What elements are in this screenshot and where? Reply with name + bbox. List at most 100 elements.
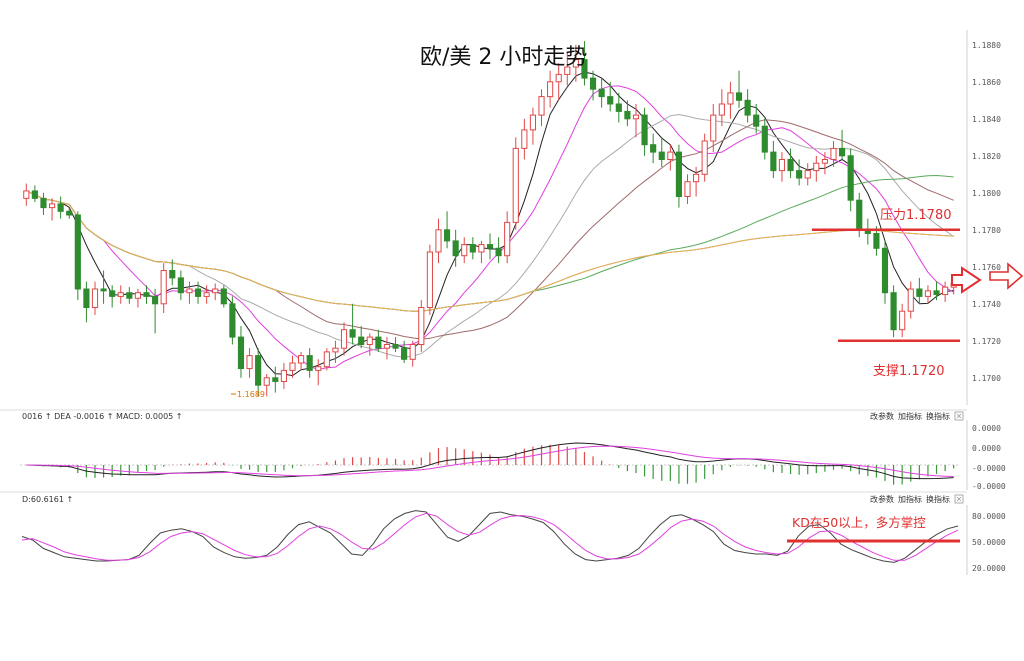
- candle: [358, 326, 365, 349]
- candle: [916, 277, 923, 304]
- candle: [907, 281, 914, 319]
- candle: [667, 144, 674, 171]
- candle: [529, 107, 537, 145]
- candle: [298, 351, 305, 371]
- candle: [942, 281, 949, 302]
- switch-indicator-button[interactable]: 换指标: [926, 411, 950, 421]
- candle: [349, 303, 356, 345]
- candle: [521, 118, 528, 160]
- candle: [847, 148, 854, 212]
- candle: [126, 287, 133, 304]
- candle: [100, 270, 107, 304]
- candle: [375, 329, 382, 352]
- candle: [57, 196, 64, 219]
- candle: [701, 133, 708, 182]
- price-tick-labels: 1.1880 1.1860 1.1840 1.1820 1.1800 1.1780 1.17…: [972, 41, 1001, 383]
- candle: [48, 198, 56, 221]
- candle: [598, 78, 605, 108]
- candlesticks: [23, 41, 957, 397]
- candle: [152, 289, 159, 334]
- candle: [572, 44, 579, 82]
- candle: [813, 155, 820, 182]
- candle: [693, 166, 700, 197]
- candle: [401, 340, 408, 363]
- low-price-label: 1.1689: [237, 390, 265, 399]
- candle: [727, 81, 734, 119]
- price-tick-label: 1.1880: [972, 41, 1001, 50]
- price-tick-label: 1.1740: [972, 300, 1001, 309]
- change-params-button[interactable]: 改参数: [870, 494, 894, 504]
- candle: [581, 41, 588, 86]
- candle: [899, 303, 906, 338]
- kd-tick: 50.0000: [972, 538, 1006, 547]
- candle: [134, 289, 142, 308]
- macd-panel: 0016 ↑ DEA -0.0016 ↑ MACD: 0.0005 ↑ 改参数 …: [0, 409, 1006, 491]
- add-indicator-button[interactable]: 加指标: [898, 494, 922, 504]
- candle: [452, 229, 459, 267]
- candle: [306, 348, 313, 378]
- candle: [624, 100, 631, 127]
- candle: [194, 281, 202, 304]
- candle: [838, 129, 846, 160]
- candle: [220, 285, 227, 308]
- candle: [710, 104, 717, 153]
- candle: [169, 259, 176, 286]
- price-tick-label: 1.1800: [972, 189, 1001, 198]
- candle: [547, 70, 554, 108]
- ma-line-ma10: [26, 85, 954, 371]
- right-arrow-icon: [951, 266, 982, 294]
- candle: [538, 89, 545, 127]
- price-tick-label: 1.1760: [972, 263, 1001, 272]
- chart-title: 欧/美 2 小时走势: [420, 45, 587, 70]
- candle: [109, 285, 116, 308]
- close-icon-stroke: [956, 413, 962, 419]
- candle: [675, 144, 682, 208]
- candle: [787, 148, 794, 178]
- candle: [589, 70, 597, 101]
- price-tick-label: 1.1860: [972, 78, 1001, 87]
- kd-panel: D:60.6161 ↑ 改参数 加指标 换指标 80.0000 50.0000 …: [0, 491, 1006, 575]
- candle: [426, 244, 433, 315]
- support-label: 支撑1.1720: [873, 364, 945, 379]
- candle: [272, 366, 279, 393]
- candle: [684, 174, 691, 204]
- candle: [315, 359, 322, 386]
- change-params-button[interactable]: 改参数: [870, 411, 894, 421]
- candle: [23, 183, 30, 206]
- candle: [323, 348, 330, 371]
- candle: [753, 104, 760, 134]
- macd-tick: 0.0000: [972, 444, 1001, 453]
- candle: [796, 159, 803, 186]
- candle: [203, 285, 210, 304]
- candle: [409, 340, 416, 367]
- candle: [83, 281, 90, 323]
- candle: [495, 237, 502, 264]
- macd-header: 0016 ↑ DEA -0.0016 ↑ MACD: 0.0005 ↑: [22, 412, 183, 421]
- candle: [366, 333, 373, 356]
- candle: [263, 374, 270, 397]
- candle: [332, 340, 339, 363]
- candle: [229, 296, 236, 345]
- candle: [607, 81, 614, 112]
- candle: [890, 285, 897, 338]
- candle: [881, 240, 889, 304]
- price-tick-label: 1.1700: [972, 374, 1001, 383]
- add-indicator-button[interactable]: 加指标: [898, 411, 922, 421]
- candle: [40, 192, 47, 215]
- candle: [74, 211, 81, 301]
- switch-indicator-button[interactable]: 换指标: [926, 494, 950, 504]
- macd-tick: -0.0000: [972, 482, 1006, 491]
- candle: [212, 283, 219, 301]
- candle: [555, 63, 562, 101]
- candle: [641, 107, 648, 156]
- candle: [186, 281, 193, 304]
- ma-line-ma5: [26, 71, 954, 377]
- candle: [469, 237, 476, 260]
- moving-average-lines: [26, 71, 954, 377]
- d-line: [21, 512, 959, 561]
- candle: [632, 104, 640, 138]
- candle: [924, 285, 932, 304]
- candle: [461, 237, 468, 264]
- candle: [933, 281, 940, 301]
